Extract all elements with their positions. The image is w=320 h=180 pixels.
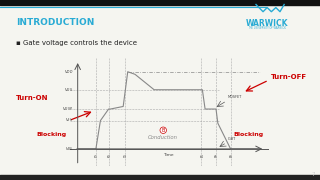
- Text: Turn-ON: Turn-ON: [16, 95, 49, 101]
- Text: WARWICK: WARWICK: [246, 19, 288, 28]
- Text: Conduction: Conduction: [148, 136, 178, 140]
- Text: THE UNIVERSITY OF WARWICK: THE UNIVERSITY OF WARWICK: [248, 26, 286, 30]
- Text: $V_{th}$: $V_{th}$: [65, 117, 73, 124]
- Text: $V_{DD}$: $V_{DD}$: [64, 68, 73, 76]
- Text: $V_{GS}$: $V_{GS}$: [65, 145, 73, 153]
- Text: Blocking: Blocking: [36, 132, 66, 137]
- Text: $t_5$: $t_5$: [213, 153, 219, 161]
- Text: Turn-OFF: Turn-OFF: [270, 74, 307, 80]
- Text: $t_3$: $t_3$: [122, 153, 128, 161]
- Text: $t_4$: $t_4$: [199, 153, 204, 161]
- Text: INTRODUCTION: INTRODUCTION: [16, 18, 94, 27]
- Text: ▪ Gate voltage controls the device: ▪ Gate voltage controls the device: [16, 40, 137, 46]
- Text: IGBT: IGBT: [228, 137, 236, 141]
- Text: B: B: [162, 128, 165, 133]
- Text: $t_2$: $t_2$: [106, 153, 111, 161]
- Text: $V_{GSP}$: $V_{GSP}$: [62, 105, 73, 113]
- Text: MOSFET: MOSFET: [228, 95, 242, 99]
- Text: 7: 7: [312, 172, 315, 177]
- Text: $t_1$: $t_1$: [93, 153, 99, 161]
- Text: $V_{GS}$: $V_{GS}$: [64, 86, 73, 94]
- Text: Time: Time: [164, 153, 174, 157]
- Text: Blocking: Blocking: [233, 132, 263, 137]
- Text: $t_6$: $t_6$: [228, 153, 233, 161]
